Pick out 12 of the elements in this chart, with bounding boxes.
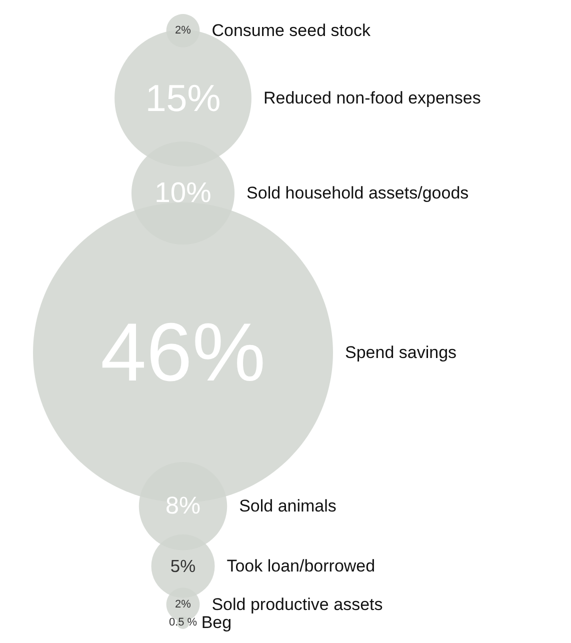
data-label: 2% [175,24,192,37]
data-label: 5% [170,556,196,576]
category-label: Consume seed stock [212,21,371,40]
category-label: Sold productive assets [212,594,383,614]
category-label: Sold household assets/goods [246,184,469,203]
category-label: Took loan/borrowed [226,556,376,576]
category-label: Reduced non-food expenses [263,88,481,108]
data-label: 0.5 % [168,616,198,629]
category-label: Spend savings [345,343,457,362]
category-label: Sold animals [239,496,336,516]
data-label: 2% [175,598,192,610]
category-label: Beg [201,613,232,632]
